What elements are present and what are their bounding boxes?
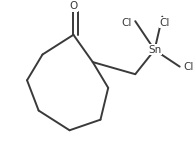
Text: Cl: Cl [159,18,169,28]
Text: O: O [69,1,78,11]
Text: Cl: Cl [184,62,194,72]
Text: Cl: Cl [121,18,131,28]
Text: Sn: Sn [148,45,161,55]
